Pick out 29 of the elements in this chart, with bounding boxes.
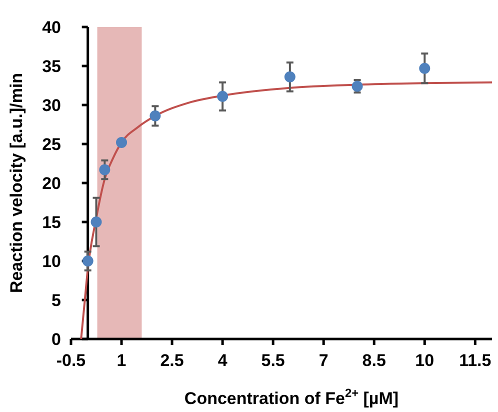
y-tick-label: 30 bbox=[42, 96, 61, 115]
y-axis-title: Reaction velocity [a.u.]/min bbox=[7, 72, 26, 294]
x-axis-title: Concentration of Fe$^{2+}$ [µM] bbox=[184, 386, 399, 408]
y-tick-label: 20 bbox=[42, 174, 61, 193]
point bbox=[150, 110, 161, 122]
y-tick-label: 40 bbox=[42, 18, 61, 37]
x-tick-label: 2.5 bbox=[160, 351, 184, 370]
x-tick-label: 10 bbox=[415, 351, 434, 370]
x-tick-label: 11.5 bbox=[459, 351, 492, 370]
x-tick-label: -0.5 bbox=[56, 351, 86, 370]
point bbox=[419, 62, 430, 74]
y-tick-label: 15 bbox=[42, 212, 61, 232]
point bbox=[90, 216, 102, 228]
x-tick-label: 8.5 bbox=[362, 351, 386, 370]
point bbox=[116, 136, 128, 148]
y-tick-label: 10 bbox=[42, 252, 61, 271]
y-tick-label: 25 bbox=[42, 134, 61, 154]
point bbox=[284, 71, 296, 82]
point bbox=[82, 256, 94, 266]
point bbox=[217, 90, 228, 102]
x-tick-label: 5.5 bbox=[261, 351, 285, 370]
y-tick-label: 35 bbox=[42, 56, 61, 76]
x-tick-label: 7 bbox=[318, 351, 328, 370]
y-tick-label: 5 bbox=[52, 290, 61, 310]
point bbox=[99, 164, 110, 176]
y-tick-label: 0 bbox=[52, 330, 61, 349]
x-tick-label: 4 bbox=[218, 351, 228, 370]
line-series bbox=[80, 81, 493, 340]
x-tick-label: 1 bbox=[116, 351, 126, 370]
